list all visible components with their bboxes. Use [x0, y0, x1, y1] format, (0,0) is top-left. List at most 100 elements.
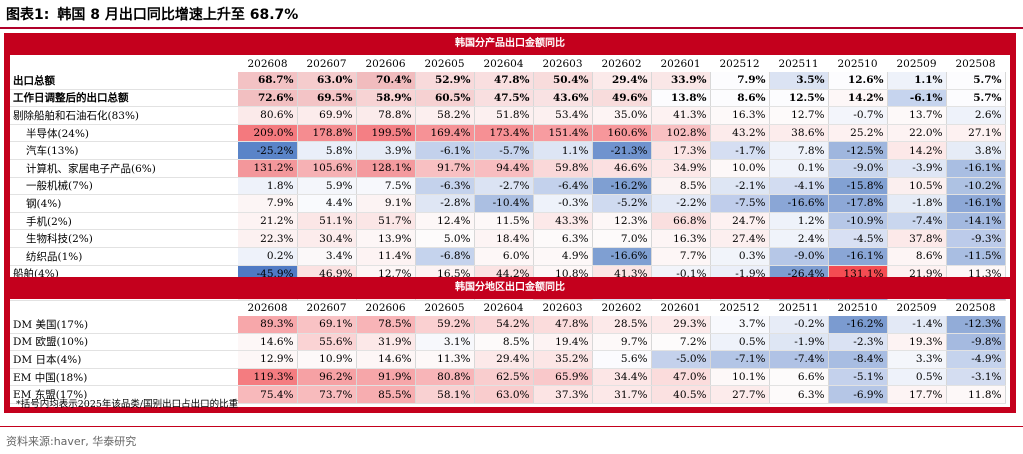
value-cell: 31.9%: [356, 333, 416, 352]
value-cell: 3.1%: [415, 333, 475, 352]
value-cell: 94.4%: [474, 159, 534, 178]
value-cell: 2.4%: [769, 229, 829, 248]
column-header: 202512: [719, 57, 760, 70]
value-cell: 59.8%: [533, 159, 593, 178]
value-cell: 58.1%: [415, 385, 475, 404]
value-cell: 12.9%: [238, 350, 298, 369]
value-cell: 10.1%: [710, 368, 770, 387]
table-row: 剔除船舶和石油石化(83%) 80.6% 69.9% 78.8% 58.2% 51.8% 5…: [10, 106, 1006, 125]
row-label: EM 中国(18%): [10, 368, 238, 387]
value-cell: 1.1%: [887, 72, 947, 90]
value-cell: 5.6%: [592, 350, 652, 369]
value-cell: 14.2%: [828, 89, 888, 108]
value-cell: 119.3%: [238, 368, 298, 387]
value-cell: -1.9%: [769, 333, 829, 352]
value-cell: 7.5%: [356, 177, 416, 196]
row-label: DM 美国(17%): [10, 316, 238, 334]
value-cell: 178.8%: [297, 124, 357, 143]
column-header: 202603: [542, 301, 583, 314]
value-cell: 0.5%: [887, 368, 947, 387]
value-cell: -3.9%: [887, 159, 947, 178]
value-cell: 24.7%: [710, 212, 770, 231]
value-cell: 31.7%: [592, 385, 652, 404]
value-cell: 3.4%: [297, 247, 357, 266]
column-header: 202607: [306, 57, 347, 70]
value-cell: 62.5%: [474, 368, 534, 387]
table-row: 钢(4%) 7.9% 4.4% 9.1% -2.8% -10.4% -0.3% -5.2% -2…: [10, 194, 1006, 213]
value-cell: 47.5%: [474, 89, 534, 108]
value-cell: 11.5%: [474, 212, 534, 231]
value-cell: 49.6%: [592, 89, 652, 108]
value-cell: 37.8%: [887, 229, 947, 248]
row-label: 出口总额: [10, 72, 238, 90]
row-label: 工作日调整后的出口总额: [10, 89, 238, 108]
table-row: DM 日本(4%) 12.9% 10.9% 14.6% 11.3% 29.4% 35.2% 5…: [10, 350, 1006, 369]
value-cell: 85.5%: [356, 385, 416, 404]
column-header: 202603: [542, 57, 583, 70]
column-header: 202608: [247, 301, 288, 314]
value-cell: 8.6%: [710, 89, 770, 108]
value-cell: -6.3%: [415, 177, 475, 196]
value-cell: 40.5%: [651, 385, 711, 404]
value-cell: 68.7%: [238, 72, 298, 90]
value-cell: 1.1%: [533, 141, 593, 160]
column-header: 202511: [778, 301, 819, 314]
row-label: DM 欧盟(10%): [10, 333, 238, 352]
value-cell: -10.9%: [828, 212, 888, 231]
value-cell: 27.4%: [710, 229, 770, 248]
value-cell: -5.1%: [828, 368, 888, 387]
value-cell: 51.8%: [474, 106, 534, 125]
column-header: 202510: [837, 301, 878, 314]
table-row: 纺织品(1%) 0.2% 3.4% 11.4% -6.8% 6.0% 4.9% -16.6% 7…: [10, 247, 1006, 266]
value-cell: -12.3%: [946, 316, 1006, 334]
value-cell: 78.5%: [356, 316, 416, 334]
value-cell: 75.4%: [238, 385, 298, 404]
value-cell: -4.1%: [769, 177, 829, 196]
value-cell: 10.9%: [297, 350, 357, 369]
table-row: EM 东盟(17%) 75.4% 73.7% 85.5% 58.1% 63.0% 37.3%…: [10, 385, 1006, 404]
value-cell: -2.3%: [828, 333, 888, 352]
value-cell: 21.2%: [238, 212, 298, 231]
row-label: 半导体(24%): [10, 124, 238, 143]
value-cell: 58.2%: [415, 106, 475, 125]
value-cell: 7.7%: [651, 247, 711, 266]
value-cell: 18.4%: [474, 229, 534, 248]
header-row: 202608 202607 202606 202605 202604 202603 2026…: [10, 55, 1005, 72]
value-cell: 5.7%: [946, 72, 1006, 90]
value-cell: 27.7%: [710, 385, 770, 404]
column-header: 202509: [896, 301, 937, 314]
value-cell: 105.6%: [297, 159, 357, 178]
value-cell: -16.1%: [946, 159, 1006, 178]
value-cell: -3.1%: [946, 368, 1006, 387]
value-cell: -6.9%: [828, 385, 888, 404]
value-cell: 19.3%: [887, 333, 947, 352]
value-cell: 8.5%: [651, 177, 711, 196]
product-band: 韩国分产品出口金额同比: [4, 33, 1016, 55]
value-cell: 51.1%: [297, 212, 357, 231]
value-cell: -7.4%: [887, 212, 947, 231]
row-label: EM 东盟(17%): [10, 385, 238, 404]
value-cell: -16.6%: [769, 194, 829, 213]
chart-title: 图表1: 韩国 8 月出口同比增速上升至 68.7%: [6, 4, 306, 26]
bottom-rule: [0, 426, 1023, 427]
column-header: 202509: [896, 57, 937, 70]
value-cell: -7.5%: [710, 194, 770, 213]
column-header: 202601: [660, 57, 701, 70]
value-cell: -16.1%: [946, 194, 1006, 213]
value-cell: 69.1%: [297, 316, 357, 334]
column-header: 202605: [424, 301, 465, 314]
top-rule: [0, 27, 1023, 29]
value-cell: 199.5%: [356, 124, 416, 143]
value-cell: -0.3%: [533, 194, 593, 213]
value-cell: 53.4%: [533, 106, 593, 125]
column-header: 202608: [247, 57, 288, 70]
value-cell: 3.3%: [887, 350, 947, 369]
value-cell: 128.1%: [356, 159, 416, 178]
table-row: 半导体(24%) 209.0% 178.8% 199.5% 169.4% 173.4% 15…: [10, 124, 1006, 143]
value-cell: 35.2%: [533, 350, 593, 369]
value-cell: 6.6%: [769, 368, 829, 387]
value-cell: 12.6%: [828, 72, 888, 90]
value-cell: 0.2%: [238, 247, 298, 266]
value-cell: 102.8%: [651, 124, 711, 143]
value-cell: -6.1%: [415, 141, 475, 160]
